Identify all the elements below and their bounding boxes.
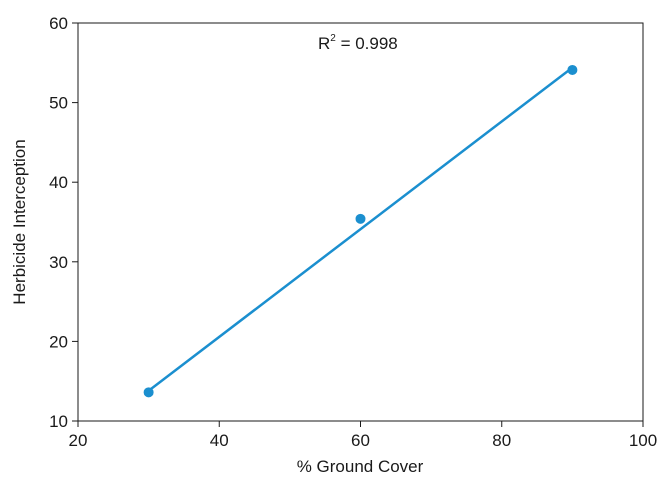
x-axis-ticks: 20 40 60 80 100 xyxy=(69,421,657,450)
r-squared-base: R xyxy=(318,34,330,53)
y-axis-ticks: 10 20 30 40 50 60 xyxy=(49,14,78,431)
r-squared-value: = 0.998 xyxy=(336,34,398,53)
x-tick-label-100: 100 xyxy=(629,431,657,450)
y-tick-label-60: 60 xyxy=(49,14,68,33)
data-point-1 xyxy=(143,387,154,398)
y-axis-title: Herbicide Interception xyxy=(10,139,29,304)
y-tick-label-10: 10 xyxy=(49,412,68,431)
x-tick-label-40: 40 xyxy=(210,431,229,450)
x-tick-label-80: 80 xyxy=(492,431,511,450)
trendline xyxy=(147,66,574,393)
data-point-2 xyxy=(355,213,366,224)
x-tick-label-20: 20 xyxy=(69,431,88,450)
x-axis-title: % Ground Cover xyxy=(297,457,424,476)
y-tick-label-50: 50 xyxy=(49,94,68,113)
data-point-3 xyxy=(567,64,578,75)
y-tick-label-30: 30 xyxy=(49,253,68,272)
y-tick-label-40: 40 xyxy=(49,173,68,192)
y-tick-label-20: 20 xyxy=(49,332,68,351)
x-tick-label-60: 60 xyxy=(351,431,370,450)
r-squared-annotation: R2 = 0.998 xyxy=(318,33,398,53)
plot-marks xyxy=(143,64,578,398)
r-squared-superscript: 2 xyxy=(330,33,336,44)
